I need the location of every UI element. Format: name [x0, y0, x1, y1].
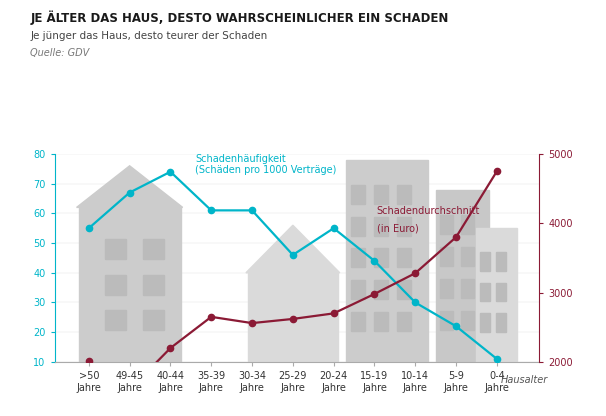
Bar — [105, 310, 126, 330]
Bar — [440, 279, 453, 298]
Text: Quelle: GDV: Quelle: GDV — [30, 48, 90, 58]
Bar — [374, 216, 388, 235]
Bar — [351, 185, 365, 204]
Bar — [105, 239, 126, 259]
Bar — [461, 247, 474, 266]
Text: (Schäden pro 1000 Verträge): (Schäden pro 1000 Verträge) — [195, 165, 336, 175]
Bar — [480, 283, 490, 301]
Bar — [351, 248, 365, 267]
Bar — [79, 208, 181, 362]
Bar — [143, 310, 164, 330]
Bar — [374, 312, 388, 331]
Text: JE ÄLTER DAS HAUS, DESTO WAHRSCHEINLICHER EIN SCHADEN: JE ÄLTER DAS HAUS, DESTO WAHRSCHEINLICHE… — [30, 10, 448, 25]
Bar — [374, 248, 388, 267]
Text: (in Euro): (in Euro) — [376, 224, 418, 234]
Bar — [397, 185, 411, 204]
Polygon shape — [76, 166, 182, 208]
Bar — [440, 247, 453, 266]
Bar — [480, 253, 490, 271]
Bar — [397, 248, 411, 267]
Bar — [351, 216, 365, 235]
Bar — [436, 190, 488, 362]
Bar — [440, 215, 453, 234]
Bar — [351, 280, 365, 299]
Bar — [496, 283, 506, 301]
Text: Je jünger das Haus, desto teurer der Schaden: Je jünger das Haus, desto teurer der Sch… — [30, 31, 268, 41]
Bar — [476, 228, 518, 362]
Bar — [461, 215, 474, 234]
Bar — [143, 239, 164, 259]
Bar — [496, 313, 506, 332]
Text: Schadenhäufigkeit: Schadenhäufigkeit — [195, 154, 285, 164]
Bar — [346, 160, 427, 362]
Bar — [440, 311, 453, 330]
Polygon shape — [246, 225, 340, 273]
Bar — [397, 312, 411, 331]
Bar — [143, 275, 164, 295]
Bar — [397, 216, 411, 235]
Bar — [480, 313, 490, 332]
Bar — [105, 275, 126, 295]
Text: Schadendurchschnitt: Schadendurchschnitt — [376, 206, 480, 216]
Bar — [351, 312, 365, 331]
Bar — [461, 279, 474, 298]
Bar — [496, 253, 506, 271]
Bar — [374, 185, 388, 204]
Bar — [397, 280, 411, 299]
Bar — [248, 273, 338, 362]
Bar — [374, 280, 388, 299]
Text: Hausalter: Hausalter — [501, 375, 548, 385]
Bar — [461, 311, 474, 330]
